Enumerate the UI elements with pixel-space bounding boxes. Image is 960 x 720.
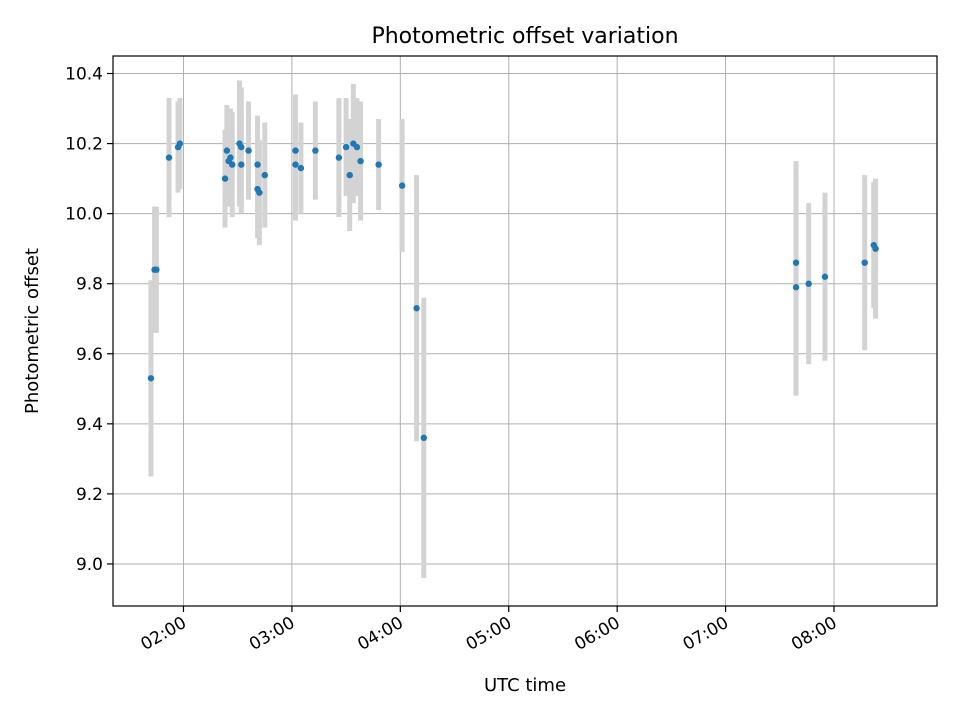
y-axis-label: Photometric offset	[22, 248, 43, 414]
data-point	[221, 175, 229, 182]
data-point	[805, 280, 812, 287]
data-point	[223, 147, 231, 154]
y-tick-label: 10.4	[65, 65, 103, 85]
data-point	[176, 140, 184, 147]
y-tick-label: 9.2	[76, 485, 103, 505]
data-point	[872, 245, 879, 252]
data-point	[792, 259, 800, 266]
y-tick-label: 10.0	[65, 205, 103, 225]
data-point	[292, 147, 299, 154]
data-point	[821, 273, 829, 280]
data-point	[256, 189, 263, 196]
y-tick-label: 9.4	[76, 415, 103, 435]
data-point	[335, 154, 343, 161]
data-point	[229, 161, 236, 168]
data-point	[420, 434, 428, 442]
data-point	[792, 284, 800, 291]
data-point	[153, 266, 160, 273]
data-point	[375, 161, 382, 168]
data-point	[346, 171, 353, 179]
y-axis: 9.0 9.2 9.4 9.6 9.8 10.0 10.2 10.4	[65, 65, 113, 575]
data-point	[238, 161, 245, 168]
x-axis-label: UTC time	[484, 675, 566, 696]
grid-layer	[113, 56, 937, 606]
y-tick-label: 10.2	[65, 135, 103, 155]
y-tick-label: 9.0	[76, 555, 103, 575]
data-point	[254, 161, 261, 168]
data-point	[227, 154, 234, 161]
data-point	[292, 161, 299, 168]
data-point	[297, 164, 305, 172]
chart-title: Photometric offset variation	[371, 24, 678, 49]
data-point	[342, 143, 350, 151]
data-point	[312, 147, 319, 154]
data-point	[165, 154, 173, 161]
data-point	[357, 157, 364, 165]
y-tick-label: 9.8	[76, 275, 103, 295]
data-point	[245, 147, 252, 154]
data-point	[261, 171, 268, 179]
data-point	[861, 259, 868, 266]
data-point	[353, 143, 361, 151]
data-point	[238, 143, 245, 151]
data-point	[398, 182, 406, 189]
point-layer	[147, 140, 879, 442]
y-tick-label: 9.6	[76, 345, 103, 365]
plot-frame	[112, 55, 938, 607]
data-point	[413, 305, 420, 312]
data-point	[147, 375, 155, 382]
